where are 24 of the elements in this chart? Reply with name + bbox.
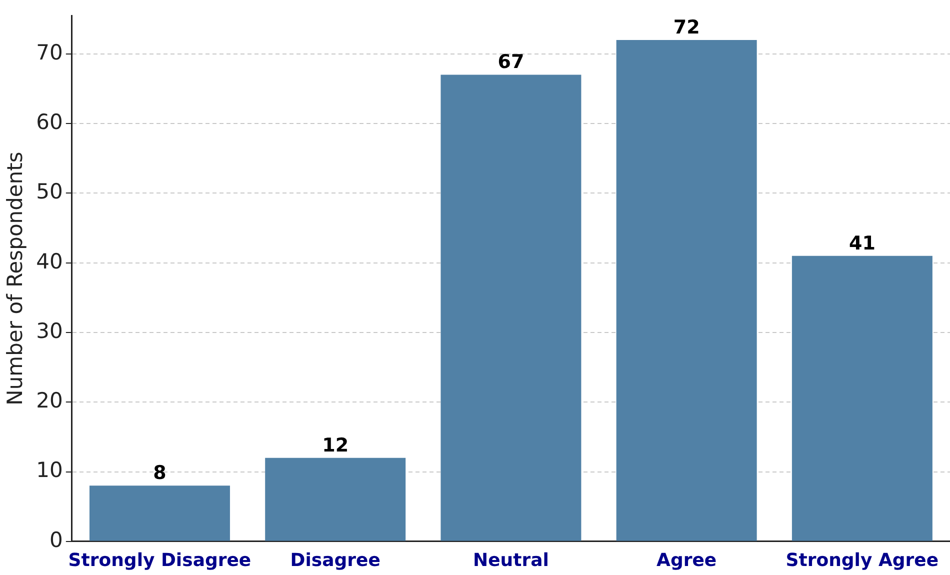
y-tick-label: 10 xyxy=(36,458,63,482)
bar xyxy=(440,74,582,541)
x-tick-label: Agree xyxy=(656,550,717,571)
x-tick-label: Strongly Agree xyxy=(786,550,939,571)
y-tick-label: 0 xyxy=(50,528,63,552)
y-tick-label: 30 xyxy=(36,318,63,343)
data-label: 12 xyxy=(322,434,349,456)
data-label: 67 xyxy=(498,51,524,74)
data-label: 8 xyxy=(153,462,166,484)
x-tick-label: Disagree xyxy=(290,550,380,571)
x-tick-label: Neutral xyxy=(473,550,549,571)
bar xyxy=(89,486,230,541)
y-tick-label: 70 xyxy=(36,40,63,64)
y-tick-label: 40 xyxy=(36,249,63,274)
data-label: 72 xyxy=(673,16,700,38)
y-tick-label: 20 xyxy=(36,388,63,413)
x-tick-label: Strongly Disagree xyxy=(68,550,252,571)
bar xyxy=(616,40,757,541)
bar xyxy=(265,458,406,541)
y-axis-title: Number of Respondents xyxy=(3,152,28,406)
y-tick-label: 50 xyxy=(36,180,63,204)
data-label: 41 xyxy=(848,232,876,254)
y-tick-label: 60 xyxy=(36,110,63,134)
bar xyxy=(792,256,932,541)
